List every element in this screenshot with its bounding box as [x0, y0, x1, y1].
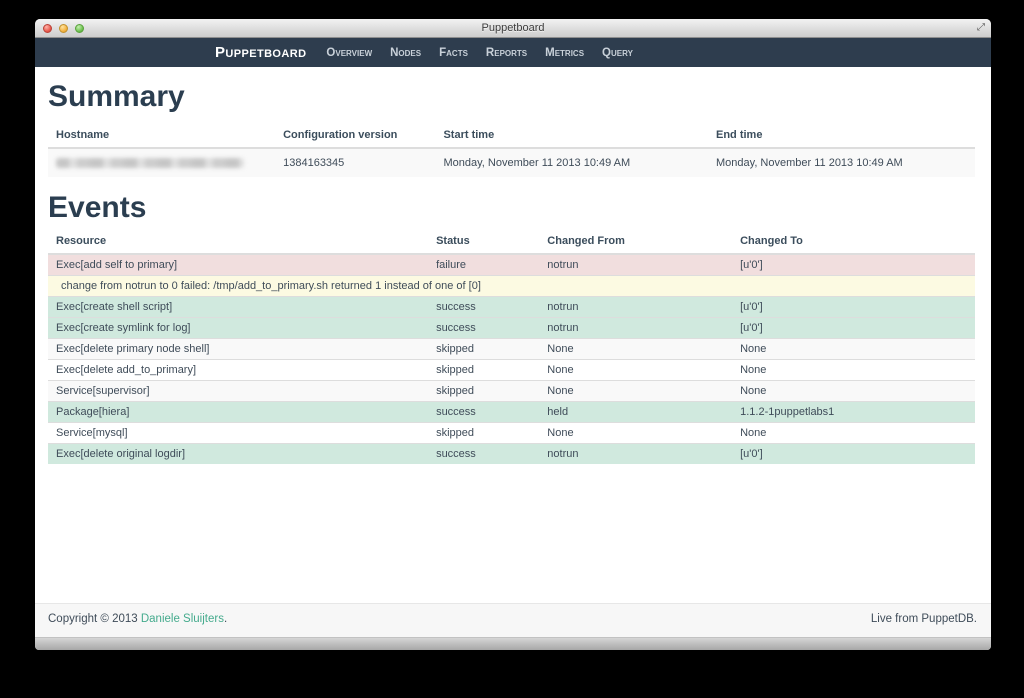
cell-resource: Package[hiera]	[48, 401, 429, 423]
start-time-cell: Monday, November 11 2013 10:49 AM	[435, 147, 708, 177]
page-footer: Copyright © 2013 Daniele Sluijters. Live…	[35, 603, 991, 637]
cell-changed-from: None	[539, 422, 733, 444]
summary-row: 1384163345 Monday, November 11 2013 10:4…	[48, 147, 975, 177]
fullscreen-icon[interactable]: ⤢	[977, 22, 985, 33]
event-message-row: change from notrun to 0 failed: /tmp/add…	[48, 275, 975, 297]
nav-item-facts[interactable]: Facts	[439, 46, 468, 59]
cell-changed-from: notrun	[539, 443, 733, 464]
cell-changed-from: notrun	[539, 317, 733, 339]
events-col-resource: Resource	[48, 232, 429, 255]
event-row: Exec[create symlink for log] success not…	[48, 317, 975, 339]
hostname-cell	[48, 147, 276, 177]
config-version-cell: 1384163345	[275, 147, 436, 177]
copyright-prefix: Copyright © 2013	[48, 613, 141, 625]
zoom-button[interactable]	[75, 23, 84, 33]
events-col-changed-to: Changed To	[732, 232, 975, 255]
titlebar: Puppetboard ⤢	[35, 19, 991, 38]
events-col-changed-from: Changed From	[539, 232, 733, 255]
event-row: Service[mysql] skipped None None	[48, 422, 975, 444]
end-time-cell: Monday, November 11 2013 10:49 AM	[708, 147, 975, 177]
window-title: Puppetboard	[481, 22, 545, 34]
cell-status: success	[428, 401, 540, 423]
cell-changed-from: notrun	[539, 296, 733, 318]
nav-item-metrics[interactable]: Metrics	[545, 46, 585, 59]
cell-changed-to: None	[732, 380, 975, 402]
traffic-lights	[43, 23, 84, 33]
cell-changed-to: [u'0']	[732, 253, 975, 276]
cell-changed-to: None	[732, 422, 975, 444]
cell-status: success	[428, 296, 540, 318]
minimize-button[interactable]	[59, 23, 68, 33]
nav-item-overview[interactable]: Overview	[326, 46, 373, 59]
cell-resource: Service[supervisor]	[48, 380, 429, 402]
cell-status: skipped	[428, 422, 540, 444]
summary-col-config-version: Configuration version	[275, 125, 436, 149]
event-row: Exec[delete add_to_primary] skipped None…	[48, 359, 975, 381]
event-row: Package[hiera] success held 1.1.2-1puppe…	[48, 401, 975, 423]
cell-changed-from: notrun	[539, 253, 733, 276]
author-link[interactable]: Daniele Sluijters	[140, 613, 224, 625]
main-content: Summary Hostname Configuration version S…	[35, 67, 991, 603]
cell-status: success	[428, 443, 540, 464]
copyright-text: Copyright © 2013 Daniele Sluijters.	[48, 613, 227, 625]
cell-resource: Exec[add self to primary]	[48, 253, 429, 276]
cell-resource: Service[mysql]	[48, 422, 429, 444]
navbar: Puppetboard Overview Nodes Facts Reports…	[35, 38, 991, 67]
cell-changed-to: [u'0']	[732, 317, 975, 339]
cell-status: skipped	[428, 380, 540, 402]
cell-status: skipped	[428, 338, 540, 360]
hostname-redacted	[56, 157, 244, 168]
window-bottom-chrome	[35, 637, 991, 650]
cell-changed-to: None	[732, 359, 975, 381]
summary-col-start-time: Start time	[435, 125, 708, 149]
cell-status: failure	[428, 253, 540, 276]
cell-changed-from: None	[539, 380, 733, 402]
event-row: Exec[create shell script] success notrun…	[48, 296, 975, 318]
cell-resource: Exec[delete original logdir]	[48, 443, 429, 464]
cell-changed-to: [u'0']	[732, 296, 975, 318]
browser-window: Puppetboard ⤢ Puppetboard Overview Nodes…	[35, 19, 991, 650]
event-row: Exec[delete primary node shell] skipped …	[48, 338, 975, 360]
cell-changed-from: held	[539, 401, 733, 423]
nav-item-nodes[interactable]: Nodes	[390, 46, 422, 59]
summary-heading: Summary	[48, 80, 185, 113]
cell-changed-from: None	[539, 338, 733, 360]
cell-status: success	[428, 317, 540, 339]
nav-item-query[interactable]: Query	[602, 46, 633, 59]
cell-changed-to: [u'0']	[732, 443, 975, 464]
copyright-suffix: .	[223, 613, 228, 625]
puppetdb-status-text: Live from PuppetDB.	[870, 613, 977, 625]
event-row: Exec[delete original logdir] success not…	[48, 443, 975, 464]
cell-resource: Exec[delete primary node shell]	[48, 338, 429, 360]
navbar-brand[interactable]: Puppetboard	[215, 44, 307, 61]
events-heading: Events	[48, 190, 147, 224]
cell-status: skipped	[428, 359, 540, 381]
events-table: Resource Status Changed From Changed To …	[48, 232, 975, 464]
cell-resource: Exec[create symlink for log]	[48, 317, 429, 339]
cell-resource: Exec[delete add_to_primary]	[48, 359, 429, 381]
close-button[interactable]	[43, 23, 52, 33]
summary-table: Hostname Configuration version Start tim…	[48, 125, 975, 177]
cell-changed-to: 1.1.2-1puppetlabs1	[732, 401, 975, 423]
cell-resource: Exec[create shell script]	[48, 296, 429, 318]
event-row: Service[supervisor] skipped None None	[48, 380, 975, 402]
nav-item-reports[interactable]: Reports	[485, 46, 528, 59]
cell-changed-from: None	[539, 359, 733, 381]
events-col-status: Status	[428, 232, 540, 255]
cell-failure-message: change from notrun to 0 failed: /tmp/add…	[48, 275, 975, 297]
summary-col-hostname: Hostname	[48, 125, 276, 149]
cell-changed-to: None	[732, 338, 975, 360]
event-row: Exec[add self to primary] failure notrun…	[48, 253, 975, 276]
summary-col-end-time: End time	[708, 125, 975, 149]
